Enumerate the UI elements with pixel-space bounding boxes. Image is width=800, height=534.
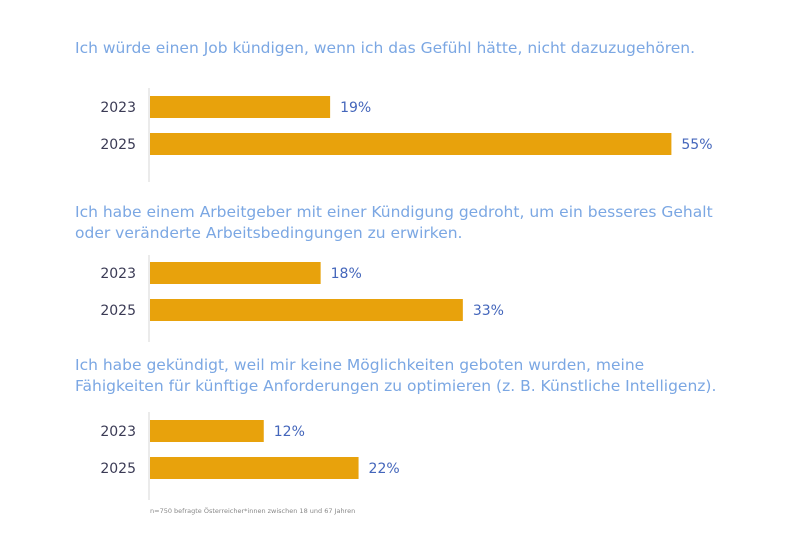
chart-title: Fähigkeiten für künftige Anforderungen z… xyxy=(75,377,716,395)
chart-title: Ich habe gekündigt, weil mir keine Mögli… xyxy=(75,356,644,374)
category-label: 2025 xyxy=(100,137,136,153)
data-label: 18% xyxy=(331,266,362,282)
data-label: 33% xyxy=(473,303,504,319)
footnote: n=750 befragte Österreicher*innen zwisch… xyxy=(150,506,355,515)
bar xyxy=(150,96,331,118)
chart-title: Ich habe einem Arbeitgeber mit einer Kün… xyxy=(75,203,713,221)
category-label: 2023 xyxy=(100,266,136,282)
data-label: 19% xyxy=(340,100,371,116)
bar xyxy=(150,133,672,155)
chart-title: oder veränderte Arbeitsbedingungen zu er… xyxy=(75,224,462,242)
chart-title: Ich würde einen Job kündigen, wenn ich d… xyxy=(75,39,695,57)
bar xyxy=(150,420,264,442)
category-label: 2025 xyxy=(100,461,136,477)
bar xyxy=(150,457,359,479)
bar xyxy=(150,262,321,284)
bar xyxy=(150,299,463,321)
data-label: 55% xyxy=(681,137,712,153)
category-label: 2023 xyxy=(100,100,136,116)
data-label: 22% xyxy=(369,461,400,477)
category-label: 2025 xyxy=(100,303,136,319)
category-label: 2023 xyxy=(100,424,136,440)
data-label: 12% xyxy=(274,424,305,440)
